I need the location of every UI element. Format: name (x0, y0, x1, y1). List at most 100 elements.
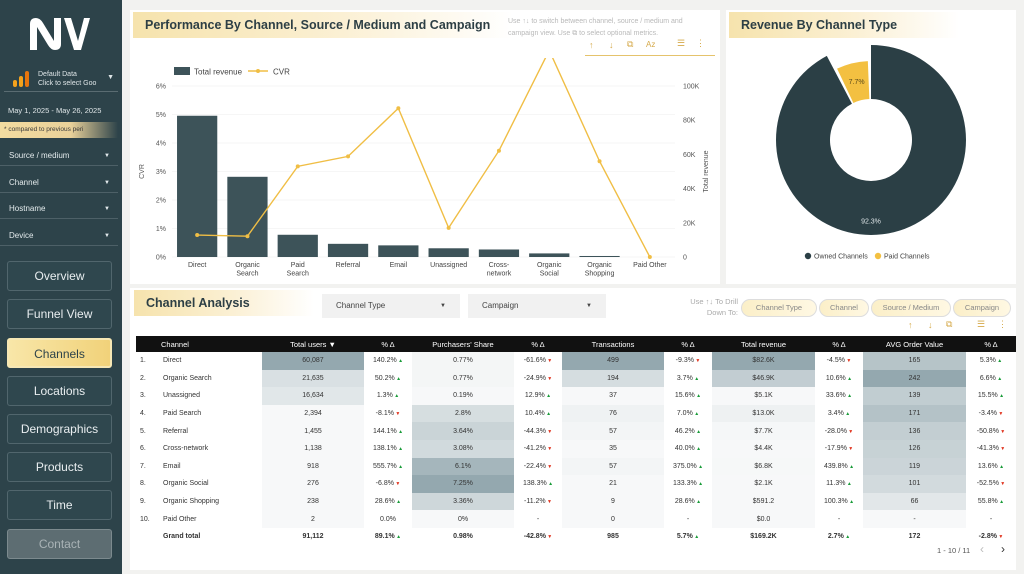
filter-icon[interactable]: ☰ (677, 38, 686, 48)
drill-chip-channel-type[interactable]: Channel Type (741, 299, 817, 317)
datasource-selector[interactable]: Default Data Click to select Goo ▼ (4, 68, 118, 92)
col-header-aov-delta[interactable]: % Δ (966, 336, 1016, 352)
filter-icon[interactable]: ☰ (977, 319, 986, 329)
nav-funnel-view[interactable]: Funnel View (7, 299, 112, 329)
drill-chip-campaign[interactable]: Campaign (953, 299, 1011, 317)
sort-down-icon[interactable]: ↓ (609, 40, 614, 50)
revenue-donut-chart: 7.7% 92.3% Owned Channels Paid Channels (776, 45, 966, 261)
date-range-picker[interactable]: May 1, 2025 - May 26, 2025 (8, 106, 102, 115)
table-row[interactable]: 3. Unassigned 16,634 1.3% ▲ 0.19% 12.9% ▲ 37 15… (136, 387, 1016, 405)
sort-az-icon[interactable]: Az (646, 40, 656, 49)
sort-up-icon[interactable]: ↑ (589, 40, 594, 50)
cvr-point (195, 233, 200, 238)
revenue-delta: 3.4% ▲ (815, 405, 863, 423)
arrow-down-icon: ▼ (545, 463, 553, 470)
legend-label: Paid Channels (884, 254, 930, 261)
delta-value: -52.5% (976, 480, 999, 488)
next-page-button[interactable]: › (1001, 542, 1005, 556)
delta-value: 5.7% (676, 533, 693, 541)
col-header-revenue-delta[interactable]: % Δ (815, 336, 863, 352)
x-tick-label-line: Search (287, 271, 309, 278)
optional-metrics-icon[interactable]: ⧉ (946, 319, 953, 329)
arrow-up-icon: ▲ (845, 375, 853, 382)
share-delta: -11.2% ▼ (514, 493, 562, 511)
nav-overview[interactable]: Overview (7, 261, 112, 291)
x-tick-label: Organic Search (235, 262, 260, 278)
table-row[interactable]: 2. Organic Search 21,635 50.2% ▲ 0.77% -24.9%… (136, 369, 1016, 388)
table-row[interactable]: 1. Direct 60,087 140.2% ▲ 0.77% -61.6% ▼ 499 -9… (136, 352, 1016, 370)
users-delta: 138.1% ▲ (364, 440, 412, 458)
arrow-up-icon: ▲ (696, 481, 704, 488)
drill-chip-source-medium[interactable]: Source / Medium (871, 299, 951, 317)
campaign-dropdown[interactable]: Campaign ▼ (468, 294, 606, 318)
arrow-up-icon: ▲ (692, 411, 700, 418)
filter-device[interactable]: Device ▼ (0, 226, 118, 246)
arrow-up-icon: ▲ (694, 428, 702, 435)
total-revenue: $4.4K (712, 439, 815, 458)
revenue-delta: -4.5% ▼ (815, 352, 863, 370)
col-header-aov[interactable]: AVG Order Value (863, 336, 966, 352)
delta-value: -6.8% (375, 480, 394, 488)
channel-type-dropdown[interactable]: Channel Type ▼ (322, 294, 460, 318)
col-header-total-users[interactable]: Total users ▼ (262, 336, 364, 352)
share-delta: -44.3% ▼ (514, 422, 562, 440)
filter-source-medium[interactable]: Source / medium ▼ (0, 146, 118, 166)
revenue-delta: 100.3% ▲ (815, 493, 863, 511)
col-header-users-delta[interactable]: % Δ (364, 336, 412, 352)
nav-contact[interactable]: Contact (7, 529, 112, 559)
total-revenue: $7.7K (712, 422, 815, 440)
row-rank: 3. (140, 392, 146, 400)
delta-value: 15.6% (674, 392, 695, 400)
nav-channels[interactable]: Channels (7, 338, 112, 368)
chevron-down-icon: ▼ (440, 303, 446, 309)
performance-hint: Use ↑↓ to switch between channel, source… (508, 18, 683, 37)
chevron-down-icon: ▼ (104, 206, 110, 212)
aov: 242 (863, 369, 966, 388)
nav-demographics[interactable]: Demographics (7, 414, 112, 444)
users-delta: 555.7% ▲ (364, 458, 412, 476)
delta-value: 375.0% (672, 462, 697, 470)
table-row[interactable]: 9. Organic Shopping 238 28.6% ▲ 3.36% -11.2% … (136, 492, 1016, 511)
table-row[interactable]: 6. Cross-network 1,138 138.1% ▲ 3.08% -41.2% … (136, 439, 1016, 458)
row-rank: 4. (140, 410, 146, 418)
col-header-transactions[interactable]: Transactions (562, 336, 664, 352)
brand-logo (30, 18, 90, 50)
nav-locations[interactable]: Locations (7, 376, 112, 406)
prev-page-button[interactable]: ‹ (980, 542, 984, 556)
col-header-total-revenue[interactable]: Total revenue (712, 336, 815, 352)
filter-channel[interactable]: Channel ▼ (0, 173, 118, 193)
table-row[interactable]: 8. Organic Social 276 -6.8% ▼ 7.25% 138.3% ▲ 2… (136, 475, 1016, 493)
optional-metrics-icon[interactable]: ⧉ (627, 39, 634, 49)
y-right-tick-label: 20K (683, 220, 696, 227)
x-tick-label-line: Social (540, 271, 560, 278)
table-row[interactable]: 5. Referral 1,455 144.1% ▲ 3.64% -44.3% ▼ 57 46… (136, 422, 1016, 440)
more-options-icon[interactable]: ⋮ (998, 319, 1007, 329)
revenue-delta: 2.7% ▲ (815, 528, 863, 546)
filter-hostname[interactable]: Hostname ▼ (0, 199, 118, 219)
delta-value: - (989, 515, 993, 523)
delta-value: 555.7% (372, 462, 397, 470)
nav-products[interactable]: Products (7, 452, 112, 482)
cvr-point (295, 164, 300, 169)
x-tick-label-line: Shopping (585, 271, 615, 278)
sort-up-icon[interactable]: ↑ (908, 320, 913, 330)
col-header-channel[interactable]: Channel (160, 336, 262, 352)
sort-down-icon[interactable]: ↓ (928, 320, 933, 330)
nav-time[interactable]: Time (7, 490, 112, 520)
table-row[interactable]: 10. Paid Other 2 0.0% 0% - 0 - $0.0 - - - (136, 510, 1016, 528)
col-header-purchasers-share[interactable]: Purchasers' Share (412, 336, 514, 352)
arrow-up-icon: ▲ (995, 358, 1003, 365)
col-header-tx-delta[interactable]: % Δ (664, 336, 712, 352)
row-rank: 10. (140, 515, 150, 523)
col-header-share-delta[interactable]: % Δ (514, 336, 562, 352)
table-row[interactable]: 4. Paid Search 2,394 -8.1% ▼ 2.8% 10.4% ▲ 76 7.… (136, 404, 1016, 423)
delta-value: -11.2% (523, 498, 546, 506)
channel-table: Channel Total users ▼ % Δ Purchasers' Sh… (136, 336, 1016, 546)
table-row[interactable]: 7. Email 918 555.7% ▲ 6.1% -22.4% ▼ 57 375.0% ▲… (136, 457, 1016, 476)
grand-total-row: Grand total 91,112 89.1% ▲ 0.98% -42.8% ▼ 985… (136, 528, 1016, 546)
delta-value: - (686, 515, 690, 523)
arrow-up-icon: ▲ (995, 375, 1003, 382)
drill-chip-channel[interactable]: Channel (819, 299, 869, 317)
more-options-icon[interactable]: ⋮ (696, 38, 705, 48)
arrow-down-icon: ▼ (545, 428, 553, 435)
